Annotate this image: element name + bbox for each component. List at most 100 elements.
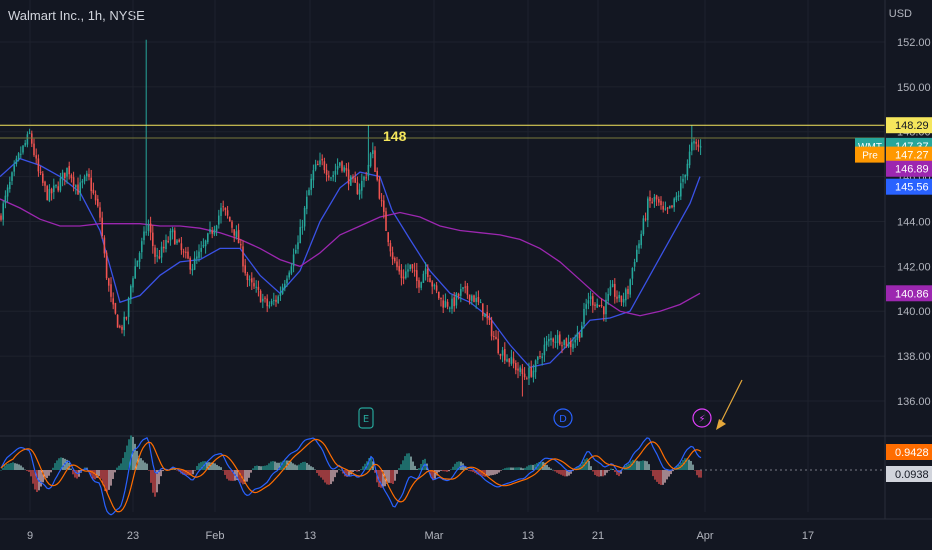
candle-body bbox=[13, 165, 15, 172]
macd-histogram-bar bbox=[278, 462, 280, 470]
macd-histogram-bar bbox=[438, 470, 440, 473]
macd-histogram-bar bbox=[174, 469, 176, 470]
macd-histogram-bar bbox=[334, 470, 336, 478]
price-badge-value: 148.29 bbox=[895, 120, 929, 132]
candle-body bbox=[369, 153, 372, 167]
candle-body bbox=[92, 189, 95, 194]
macd-histogram-bar bbox=[606, 470, 608, 473]
candle-body bbox=[358, 189, 361, 195]
macd-histogram-bar bbox=[594, 470, 596, 476]
candle-body bbox=[433, 284, 436, 287]
event-marker-label: D bbox=[559, 414, 567, 425]
candle-body bbox=[508, 358, 510, 363]
candle-body bbox=[451, 298, 453, 309]
candle-body bbox=[352, 176, 354, 179]
macd-histogram-bar bbox=[616, 470, 618, 475]
macd-histogram-bar bbox=[230, 470, 232, 481]
macd-histogram-bar bbox=[18, 464, 20, 470]
candle-body bbox=[143, 231, 145, 241]
candle-body bbox=[660, 200, 662, 206]
macd-histogram-bar bbox=[70, 468, 72, 470]
macd-histogram-bar bbox=[50, 470, 52, 473]
macd-histogram-bar bbox=[316, 470, 318, 474]
candle-body bbox=[240, 244, 242, 246]
candle-body bbox=[394, 257, 396, 262]
macd-histogram-bar bbox=[358, 470, 360, 472]
macd-histogram-bar bbox=[312, 467, 314, 470]
candle-body bbox=[435, 285, 438, 291]
candle-body bbox=[413, 270, 416, 272]
candle-body bbox=[251, 278, 253, 283]
macd-histogram-bar bbox=[144, 462, 146, 470]
macd-histogram-bar bbox=[348, 470, 350, 477]
macd-histogram-bar bbox=[412, 461, 414, 470]
candle-body bbox=[554, 341, 557, 343]
candle-body bbox=[691, 142, 693, 151]
macd-histogram-bar bbox=[558, 470, 560, 474]
macd-histogram-bar bbox=[308, 464, 310, 470]
macd-histogram-bar bbox=[604, 470, 606, 476]
candle-body bbox=[361, 180, 363, 191]
macd-histogram-bar bbox=[12, 462, 14, 470]
candle-body bbox=[618, 295, 620, 299]
candle-body bbox=[207, 233, 209, 243]
candle-body bbox=[583, 308, 585, 325]
candle-body bbox=[550, 338, 552, 341]
macd-histogram-bar bbox=[2, 467, 4, 470]
candle-body bbox=[464, 286, 466, 288]
macd-histogram-bar bbox=[600, 470, 602, 477]
grid bbox=[0, 0, 932, 520]
macd-histogram-bar bbox=[62, 457, 64, 470]
candle-body bbox=[328, 175, 330, 178]
macd-histogram-bar bbox=[322, 470, 324, 480]
macd-histogram-bar bbox=[688, 459, 690, 470]
candle-body bbox=[281, 286, 284, 294]
candle-body bbox=[453, 297, 455, 307]
candle-body bbox=[20, 153, 22, 155]
candle-body bbox=[350, 176, 352, 186]
macd-histogram-bar bbox=[128, 439, 130, 470]
macd-histogram-bar bbox=[538, 462, 540, 470]
macd-histogram-bar bbox=[112, 470, 114, 479]
macd-histogram-bar bbox=[42, 470, 44, 483]
candle-body bbox=[35, 155, 37, 159]
candle-body bbox=[97, 198, 99, 207]
candle-body bbox=[185, 251, 187, 253]
macd-histogram-bar bbox=[364, 463, 366, 470]
macd-histogram-bar bbox=[10, 462, 12, 470]
candle-body bbox=[695, 141, 697, 144]
candle-body bbox=[603, 306, 605, 315]
candle-body bbox=[325, 169, 328, 175]
candle-body bbox=[490, 320, 493, 337]
macd-histogram-bar bbox=[146, 463, 148, 470]
candle-body bbox=[343, 167, 345, 172]
candle-body bbox=[418, 280, 420, 288]
macd-histogram-bar bbox=[400, 464, 402, 470]
candle-body bbox=[55, 184, 57, 187]
candle-body bbox=[429, 278, 431, 283]
macd-histogram-bar bbox=[658, 470, 660, 484]
currency-label: USD bbox=[888, 8, 912, 20]
macd-histogram-bar bbox=[226, 470, 228, 479]
macd-histogram-bar bbox=[518, 467, 520, 470]
macd-histogram-bar bbox=[362, 466, 364, 470]
macd-histogram-bar bbox=[24, 469, 26, 471]
time-tick-label: 9 bbox=[27, 530, 33, 542]
macd-histogram-bar bbox=[346, 470, 348, 477]
macd-histogram-bar bbox=[106, 470, 108, 493]
macd-histogram-bar bbox=[420, 463, 422, 470]
macd-histogram-bar bbox=[264, 465, 266, 470]
macd-histogram-bar bbox=[480, 470, 482, 476]
candle-body bbox=[510, 356, 513, 364]
candle-body bbox=[193, 258, 196, 270]
candle-body bbox=[94, 194, 97, 201]
macd-histogram-bar bbox=[56, 460, 58, 470]
price-badge-bg bbox=[886, 160, 932, 177]
price-badge-bg bbox=[886, 117, 932, 134]
macd-histogram-bar bbox=[228, 470, 230, 481]
macd-histogram-bar bbox=[324, 470, 326, 483]
candle-body bbox=[537, 356, 539, 361]
macd-histogram-bar bbox=[60, 457, 62, 470]
macd-histogram-bar bbox=[204, 461, 206, 470]
